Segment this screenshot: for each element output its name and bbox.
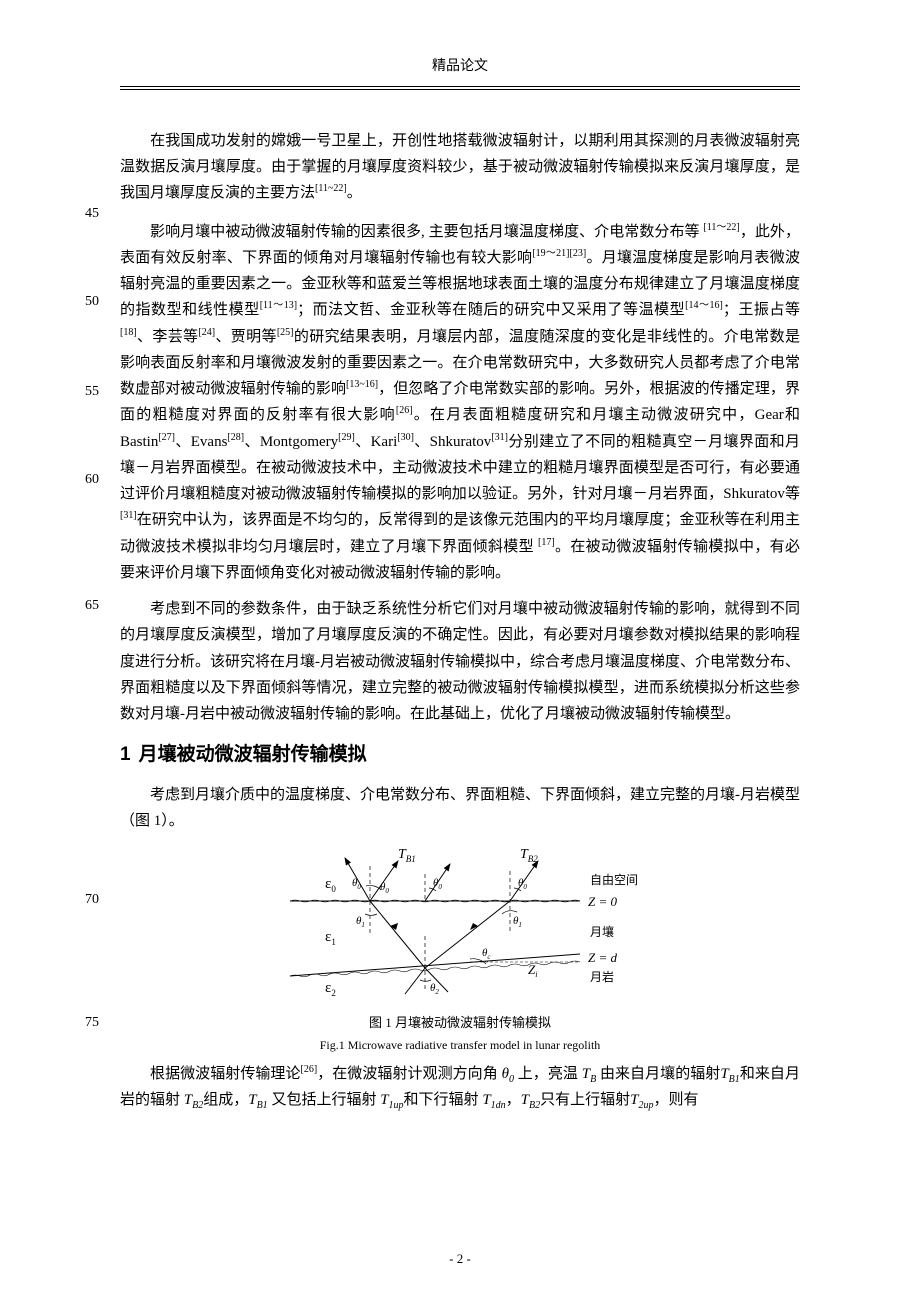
line-number-75: 75	[85, 1011, 99, 1035]
paragraph-2: 影响月壤中被动微波辐射传输的因素很多, 主要包括月壤温度梯度、介电常数分布等 […	[120, 219, 800, 587]
svg-text:TB2: TB2	[520, 847, 538, 864]
line-number-70: 70	[85, 888, 99, 912]
figure-1-svg: TB1 TB2 ε0 ε1 ε2 θ0 θ0 θ0 θ0 θ1 θ1 θ2 θc…	[270, 846, 650, 996]
page-header-title: 精品论文	[120, 55, 800, 83]
line-number-65: 65	[85, 594, 99, 618]
svg-text:Z = 0: Z = 0	[588, 894, 618, 909]
svg-text:月岩: 月岩	[590, 969, 614, 984]
svg-text:θ1: θ1	[513, 915, 522, 929]
svg-text:Z = d: Z = d	[588, 950, 618, 965]
svg-text:Zi: Zi	[528, 962, 537, 979]
svg-text:月壤: 月壤	[590, 924, 614, 939]
svg-text:θ2: θ2	[430, 982, 439, 996]
line-number-60: 60	[85, 468, 99, 492]
paragraph-1: 在我国成功发射的嫦娥一号卫星上，开创性地搭载微波辐射计，以期利用其探测的月表微波…	[120, 128, 800, 207]
line-number-45: 45	[85, 202, 99, 226]
svg-text:TB1: TB1	[398, 847, 416, 864]
section-1-number: 1	[120, 744, 131, 765]
svg-text:θ0: θ0	[518, 877, 527, 891]
svg-text:θ0: θ0	[352, 877, 361, 891]
line-number-50: 50	[85, 290, 99, 314]
svg-text:ε1: ε1	[325, 929, 336, 947]
figure-1-caption-en: Fig.1 Microwave radiative transfer model…	[120, 1035, 800, 1055]
svg-text:θ0: θ0	[433, 877, 442, 891]
svg-text:自由空间: 自由空间	[590, 873, 638, 887]
paragraph-4: 考虑到月壤介质中的温度梯度、介电常数分布、界面粗糙、下界面倾斜，建立完整的月壤-…	[120, 782, 800, 835]
paragraph-5: 根据微波辐射传输理论[26]，在微波辐射计观测方向角 θ0 上，亮温 TB 由来…	[120, 1061, 800, 1114]
section-1-title: 月壤被动微波辐射传输模拟	[139, 744, 367, 765]
page-number: - 2 -	[0, 1248, 920, 1270]
svg-text:ε2: ε2	[325, 980, 336, 996]
figure-1: TB1 TB2 ε0 ε1 ε2 θ0 θ0 θ0 θ0 θ1 θ1 θ2 θc…	[120, 846, 800, 1006]
svg-text:θ1: θ1	[356, 915, 365, 929]
figure-1-caption-cn: 图 1 月壤被动微波辐射传输模拟	[120, 1012, 800, 1034]
header-rule	[120, 86, 800, 90]
section-1-heading: 1 月壤被动微波辐射传输模拟	[120, 739, 800, 771]
svg-text:θc: θc	[482, 947, 491, 961]
svg-text:θ0: θ0	[380, 881, 389, 895]
paragraph-3: 考虑到不同的参数条件，由于缺乏系统性分析它们对月壤中被动微波辐射传输的影响，就得…	[120, 596, 800, 727]
line-number-55: 55	[85, 380, 99, 404]
svg-text:ε0: ε0	[325, 876, 336, 894]
